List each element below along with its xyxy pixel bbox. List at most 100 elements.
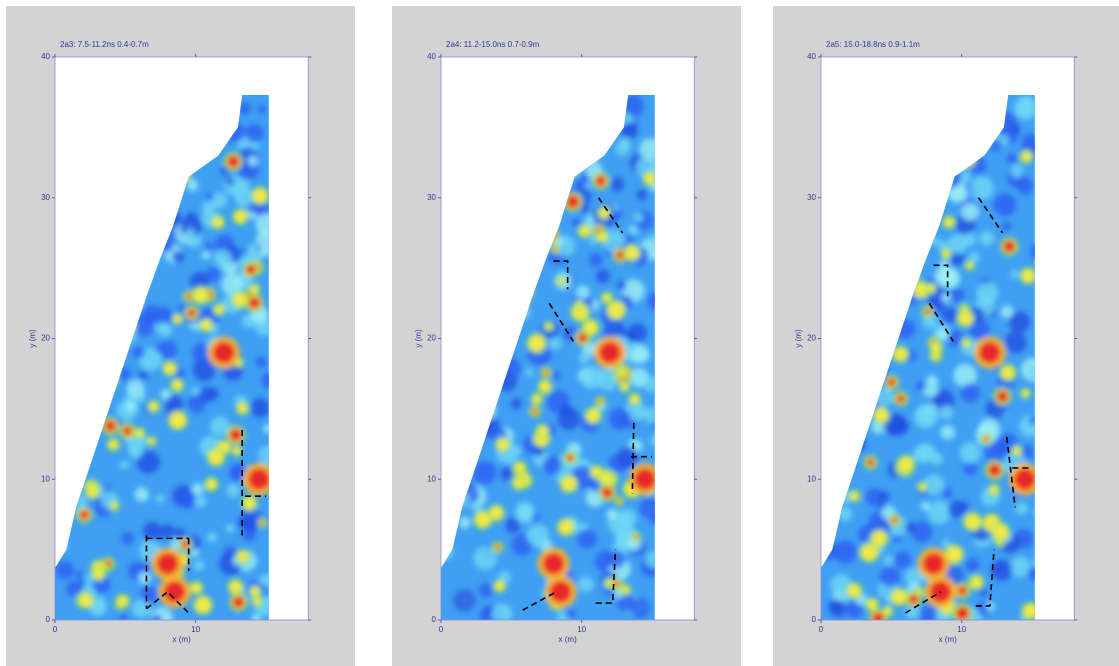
y-tick-label: 30 — [427, 193, 436, 202]
heatmap-blob — [925, 308, 931, 314]
heatmap-blob — [866, 458, 874, 466]
heatmap-blob — [475, 512, 490, 527]
heatmap-blob — [238, 404, 247, 413]
heatmap-blob — [490, 507, 503, 520]
heatmap-blob — [577, 529, 597, 549]
heatmap-blob — [166, 395, 183, 412]
heatmap-blob — [135, 487, 149, 501]
heatmap-blob — [133, 347, 145, 359]
heatmap-blob — [157, 322, 172, 337]
heatmap-blob — [109, 440, 118, 449]
heatmap-blob — [213, 217, 223, 227]
x-axis-label: x (m) — [559, 635, 578, 644]
heatmap-blob — [248, 297, 260, 309]
heatmap-blob — [970, 176, 994, 200]
heatmap-blob — [157, 553, 179, 575]
heatmap-blob — [192, 583, 202, 593]
heatmap-blob — [532, 408, 538, 414]
heatmap-blob — [609, 408, 631, 430]
heatmap-blob — [637, 189, 648, 200]
heatmap-blob — [553, 247, 557, 251]
heatmap-blob — [633, 212, 643, 222]
heatmap-blob — [880, 567, 900, 587]
heatmap-blob — [935, 267, 955, 287]
chart-title: 2a5: 15.0-18.8ns 0.9-1.1m — [826, 40, 920, 49]
heatmap-blob — [1003, 240, 1015, 252]
heatmap-blob — [559, 520, 573, 534]
heatmap-blob — [607, 550, 625, 568]
heatmap-blob — [991, 560, 1012, 581]
heatmap-blob — [247, 155, 258, 166]
heatmap-blob — [861, 544, 877, 560]
heatmap-blob — [917, 404, 936, 423]
heatmap-blob — [576, 286, 590, 300]
heatmap-blob — [186, 293, 192, 299]
heatmap-blob — [543, 553, 565, 575]
heatmap-blob — [1014, 468, 1036, 490]
heatmap-blob — [226, 524, 235, 533]
x-tick-label: 0 — [439, 625, 444, 634]
y-tick-label: 10 — [41, 474, 50, 483]
heatmap-blob — [543, 456, 561, 474]
heatmap-blob — [187, 212, 195, 220]
heatmap-blob — [245, 124, 264, 143]
heatmap-blob — [126, 402, 136, 412]
y-tick-label: 0 — [432, 615, 437, 624]
heatmap-blob — [634, 535, 638, 539]
heatmap-blob — [1022, 269, 1035, 282]
y-tick-label: 30 — [41, 193, 50, 202]
heatmap-blob — [248, 468, 270, 490]
heatmap-blob — [1010, 270, 1019, 279]
heatmap-blob — [1010, 164, 1023, 177]
heatmap-blob — [136, 429, 144, 437]
heatmap-blob — [128, 444, 142, 458]
heatmap-blob — [194, 288, 208, 302]
heatmap-blob — [454, 590, 476, 612]
heatmap-blob — [997, 390, 1009, 402]
y-tick-label: 10 — [807, 474, 816, 483]
heatmap-blob — [557, 278, 563, 284]
heatmap-blob — [527, 524, 549, 546]
y-tick-label: 40 — [427, 52, 436, 61]
heatmap-blob — [1007, 153, 1018, 164]
heatmap-blob — [561, 404, 572, 415]
heatmap-blob — [185, 229, 196, 240]
heatmap-blob — [253, 189, 267, 203]
heatmap-blob — [562, 477, 576, 491]
heatmap-blob — [928, 501, 951, 524]
heatmap-blob — [126, 380, 144, 398]
x-tick-label: 10 — [957, 625, 966, 634]
heatmap-blob — [967, 262, 973, 268]
heatmap-blob — [621, 384, 628, 391]
heatmap-blob — [960, 383, 979, 402]
heatmap-blob — [552, 371, 561, 380]
heatmap-blob — [172, 380, 182, 390]
heatmap-blob — [174, 315, 181, 322]
heatmap-blob — [911, 521, 932, 542]
y-tick-label: 20 — [807, 334, 816, 343]
heatmap-blob — [894, 552, 911, 569]
heatmap-blob — [599, 342, 621, 364]
heatmap-blob — [229, 428, 242, 441]
heatmap-blob — [533, 395, 541, 403]
heatmap-blob — [1013, 447, 1020, 454]
heatmap-blob — [1010, 557, 1030, 577]
heatmap-blob — [965, 514, 980, 529]
panel: 0102030400102a5: 15.0-18.8ns 0.9-1.1mx (… — [773, 6, 1119, 666]
heatmap-blob — [589, 253, 602, 266]
heatmap-blob — [927, 285, 934, 292]
heatmap-blob — [190, 548, 199, 557]
heatmap-blob — [160, 524, 174, 538]
heatmap-blob — [957, 586, 967, 596]
heatmap-blob — [225, 177, 234, 186]
x-tick-label: 0 — [819, 625, 824, 634]
heatmap-blob — [953, 364, 977, 388]
heatmap-blob — [500, 467, 513, 480]
heatmap-blob — [242, 515, 258, 531]
heatmap-blob — [227, 155, 240, 168]
heatmap-blob — [948, 501, 965, 518]
y-tick-label: 40 — [41, 52, 50, 61]
chart-title: 2a3: 7.5-11.2ns 0.4-0.7m — [60, 40, 149, 49]
heatmap-blob — [630, 395, 639, 404]
heatmap-blob — [610, 177, 624, 191]
